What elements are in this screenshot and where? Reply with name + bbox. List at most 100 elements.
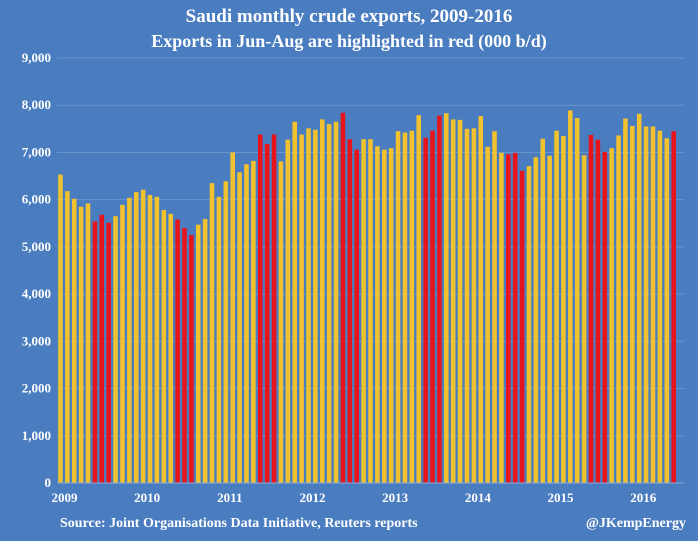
bar	[361, 139, 366, 483]
bar	[285, 139, 291, 483]
bar	[375, 146, 380, 484]
bar	[333, 121, 339, 483]
bar	[58, 174, 63, 483]
x-tick-label: 2013	[382, 490, 409, 505]
bar-highlight	[519, 170, 525, 483]
x-tick-label: 2010	[134, 490, 160, 505]
y-tick-label: 8,000	[22, 97, 51, 112]
bar-highlight	[99, 214, 105, 483]
bar	[450, 119, 456, 483]
bar	[574, 117, 580, 483]
bar	[581, 155, 587, 483]
bar-highlight	[512, 152, 518, 483]
bar-highlight	[264, 143, 270, 483]
y-tick-label: 5,000	[22, 239, 51, 254]
bar	[478, 116, 484, 483]
bar-highlight	[106, 222, 111, 484]
bar	[120, 204, 125, 483]
bar	[113, 216, 118, 483]
x-tick-label: 2011	[217, 490, 242, 505]
bar	[568, 110, 573, 484]
bar	[292, 121, 297, 483]
bar	[209, 183, 215, 483]
bar	[623, 118, 628, 483]
bar-highlight	[588, 134, 594, 483]
chart-subtitle: Exports in Jun-Aug are highlighted in re…	[151, 31, 547, 51]
x-tick-label: 2014	[465, 490, 492, 505]
bar	[319, 119, 325, 483]
bar	[147, 194, 153, 483]
bar-highlight	[423, 137, 428, 484]
bar	[368, 139, 373, 483]
bar	[650, 126, 656, 483]
bar-highlight	[257, 134, 263, 483]
x-tick-label: 2009	[51, 490, 78, 505]
bar	[526, 166, 532, 483]
bar-highlight	[354, 149, 359, 483]
bar-highlight	[92, 221, 98, 483]
bar	[382, 149, 387, 483]
bar-highlight	[506, 154, 511, 484]
bar	[299, 134, 304, 483]
bar	[168, 213, 173, 484]
bar	[409, 130, 415, 483]
bar	[657, 130, 663, 483]
x-tick-label: 2015	[548, 490, 575, 505]
bar	[416, 115, 422, 483]
y-tick-label: 6,000	[22, 192, 51, 207]
bar	[444, 113, 449, 483]
bar-highlight	[671, 131, 676, 483]
bar	[630, 126, 635, 483]
bar	[306, 128, 311, 483]
bar	[127, 197, 132, 483]
y-tick-label: 0	[45, 475, 52, 490]
bar	[78, 206, 84, 483]
bar	[561, 135, 566, 483]
y-tick-label: 9,000	[22, 50, 51, 65]
bar	[244, 164, 249, 483]
bar-highlight	[271, 134, 277, 483]
source-note: Source: Joint Organisations Data Initiat…	[60, 516, 418, 531]
bar-highlight	[175, 219, 180, 483]
bar	[664, 138, 670, 483]
bar	[471, 128, 477, 483]
bar	[616, 135, 621, 483]
bar	[251, 160, 256, 483]
author-credit: @JKempEnergy	[585, 516, 686, 531]
y-tick-label: 1,000	[22, 428, 51, 443]
bar	[216, 196, 222, 484]
bar	[202, 219, 208, 483]
bar	[402, 132, 408, 483]
bar-highlight	[430, 130, 435, 483]
bar	[237, 172, 242, 483]
x-tick-label: 2012	[299, 490, 325, 505]
bar	[195, 224, 201, 483]
bar	[636, 113, 642, 483]
y-tick-label: 7,000	[22, 144, 51, 159]
y-tick-label: 4,000	[22, 286, 51, 301]
bar	[395, 131, 401, 483]
bar	[464, 128, 470, 484]
bar-highlight	[347, 139, 353, 483]
bar	[85, 203, 91, 483]
bar	[133, 192, 139, 483]
bar	[457, 119, 463, 483]
bar-highlight	[340, 112, 346, 484]
bar	[65, 191, 70, 483]
bar	[388, 148, 394, 483]
bar	[547, 155, 552, 483]
bar	[278, 161, 284, 483]
bar	[499, 152, 504, 483]
bar	[533, 157, 539, 483]
bar	[223, 181, 229, 483]
x-tick-label: 2016	[630, 490, 657, 505]
bar	[485, 146, 490, 483]
bar	[313, 129, 318, 483]
bar	[326, 124, 332, 483]
bar	[161, 210, 167, 484]
bar	[154, 196, 160, 484]
y-tick-label: 2,000	[22, 381, 51, 396]
bar	[643, 126, 649, 483]
